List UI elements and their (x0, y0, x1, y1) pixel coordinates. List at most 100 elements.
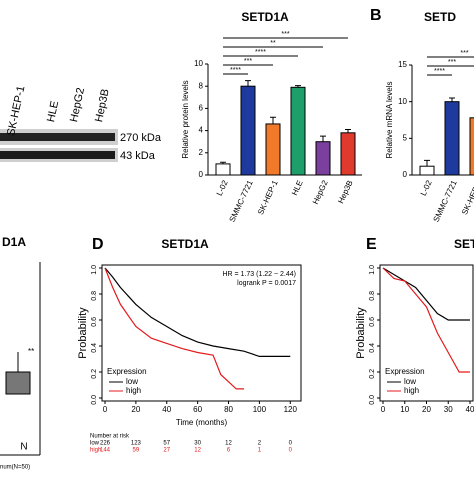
bar (315, 141, 331, 176)
blot-band (0, 133, 115, 141)
y-axis-label: Relative protein levels (181, 80, 190, 158)
x-tick-label: 60 (193, 405, 202, 414)
risk-value: 30 (194, 441, 201, 447)
x-tick-label: 20 (422, 405, 431, 414)
lane-label: HepG2 (68, 87, 87, 124)
significance: *** (460, 50, 468, 57)
y-tick-label: 0.4 (91, 343, 98, 353)
risk-value: 12 (225, 441, 232, 447)
error-bar (245, 80, 251, 87)
x-tick-label: 100 (253, 405, 267, 414)
significance: *** (281, 31, 289, 38)
y-tick-label: 10 (194, 59, 203, 68)
survival-curve (382, 267, 470, 373)
y-axis-label: Probability (77, 307, 89, 359)
bar (290, 86, 306, 176)
y-tick-label: 0 (403, 170, 408, 179)
x-tick-label: 80 (224, 405, 233, 414)
chart-title: SETD (454, 237, 474, 251)
x-tick-label: SK-HEP-1 (256, 178, 280, 216)
risk-value: 1 (258, 448, 262, 454)
x-tick-label: SMMC-7721 (228, 178, 255, 223)
chart-title: SETD1A (241, 10, 289, 24)
chart-title: SETD1A (161, 237, 209, 251)
panel-c: D1A ** N num(N=50) (0, 235, 41, 471)
bar (340, 132, 356, 176)
legend-label: high (126, 386, 141, 395)
plot-frame (101, 264, 302, 402)
risk-value: 0 (289, 448, 293, 454)
x-tick-label: 10 (400, 405, 409, 414)
bar (265, 123, 281, 176)
error-bar (449, 97, 455, 102)
panel-label: E (366, 236, 377, 253)
error-bar (270, 116, 276, 124)
risk-value: 123 (131, 441, 142, 447)
legend-title: Expression (107, 367, 147, 376)
x-tick-label: 120 (284, 405, 298, 414)
risk-value: 2 (258, 441, 262, 447)
significance: **** (255, 49, 266, 56)
significance: **** (230, 67, 241, 74)
y-tick-label: 0.4 (369, 343, 376, 353)
x-tick-label: SMMC-7721 (432, 178, 459, 223)
y-tick-label: 10 (398, 97, 407, 106)
risk-value: 226 (100, 441, 111, 447)
x-tick-label: L-02 (215, 178, 230, 197)
x-tick-label: 40 (466, 405, 474, 414)
panel-label: B (370, 7, 382, 24)
risk-value: 6 (227, 448, 231, 454)
risk-row-name: low (90, 441, 100, 447)
x-tick-label: 20 (131, 405, 140, 414)
bar (444, 101, 460, 176)
y-axis-label: Relative mRNA levels (385, 82, 394, 159)
y-tick-label: 0.6 (369, 317, 376, 327)
legend-title: Expression (385, 367, 425, 376)
x-tick-label: 40 (162, 405, 171, 414)
y-tick-label: 0.8 (91, 291, 98, 301)
risk-title: Number at risk (90, 434, 130, 440)
y-tick-label: 0.8 (369, 291, 376, 301)
risk-value: 12 (194, 448, 201, 454)
error-bar (220, 161, 226, 164)
y-tick-label: 0.0 (91, 395, 98, 405)
y-tick-label: 2 (199, 148, 204, 157)
x-axis-label: Time (months) (176, 418, 228, 427)
x-label: N (20, 442, 27, 453)
band-label: 270 kDa (120, 132, 162, 144)
error-bar (424, 159, 430, 167)
risk-value: 59 (133, 448, 140, 454)
x-tick-label: SK-HEP-1 (460, 178, 474, 216)
x-tick-label: L-02 (419, 178, 434, 197)
annotation: logrank P = 0.0017 (237, 280, 296, 287)
box (5, 371, 31, 395)
error-bar (320, 135, 326, 142)
band-label: 43 kDa (120, 150, 156, 162)
legend-label: low (404, 377, 416, 386)
risk-value: 27 (163, 448, 170, 454)
risk-value: 144 (100, 448, 111, 454)
x-tick-label: 0 (103, 405, 108, 414)
risk-value: 57 (163, 441, 170, 447)
y-tick-label: 1.0 (369, 265, 376, 275)
y-tick-label: 0 (199, 170, 204, 179)
y-tick-label: 0.2 (369, 369, 376, 379)
lane-label: HLE (45, 100, 61, 123)
y-tick-label: 0.0 (369, 395, 376, 405)
error-bar (345, 128, 351, 133)
bar (215, 163, 231, 176)
bar (240, 85, 256, 176)
risk-value: 0 (289, 441, 293, 447)
survival-curve (382, 267, 470, 321)
chart-title: SETD (424, 10, 456, 24)
significance: ** (270, 40, 276, 47)
y-tick-label: 8 (199, 81, 204, 90)
legend-label: low (126, 377, 138, 386)
y-tick-label: 0.6 (91, 317, 98, 327)
significance: *** (448, 59, 456, 66)
survival-curve (104, 267, 291, 357)
lane-label: Hep3B (93, 88, 112, 123)
risk-row-name: high (90, 448, 101, 454)
significance: ** (28, 347, 34, 356)
